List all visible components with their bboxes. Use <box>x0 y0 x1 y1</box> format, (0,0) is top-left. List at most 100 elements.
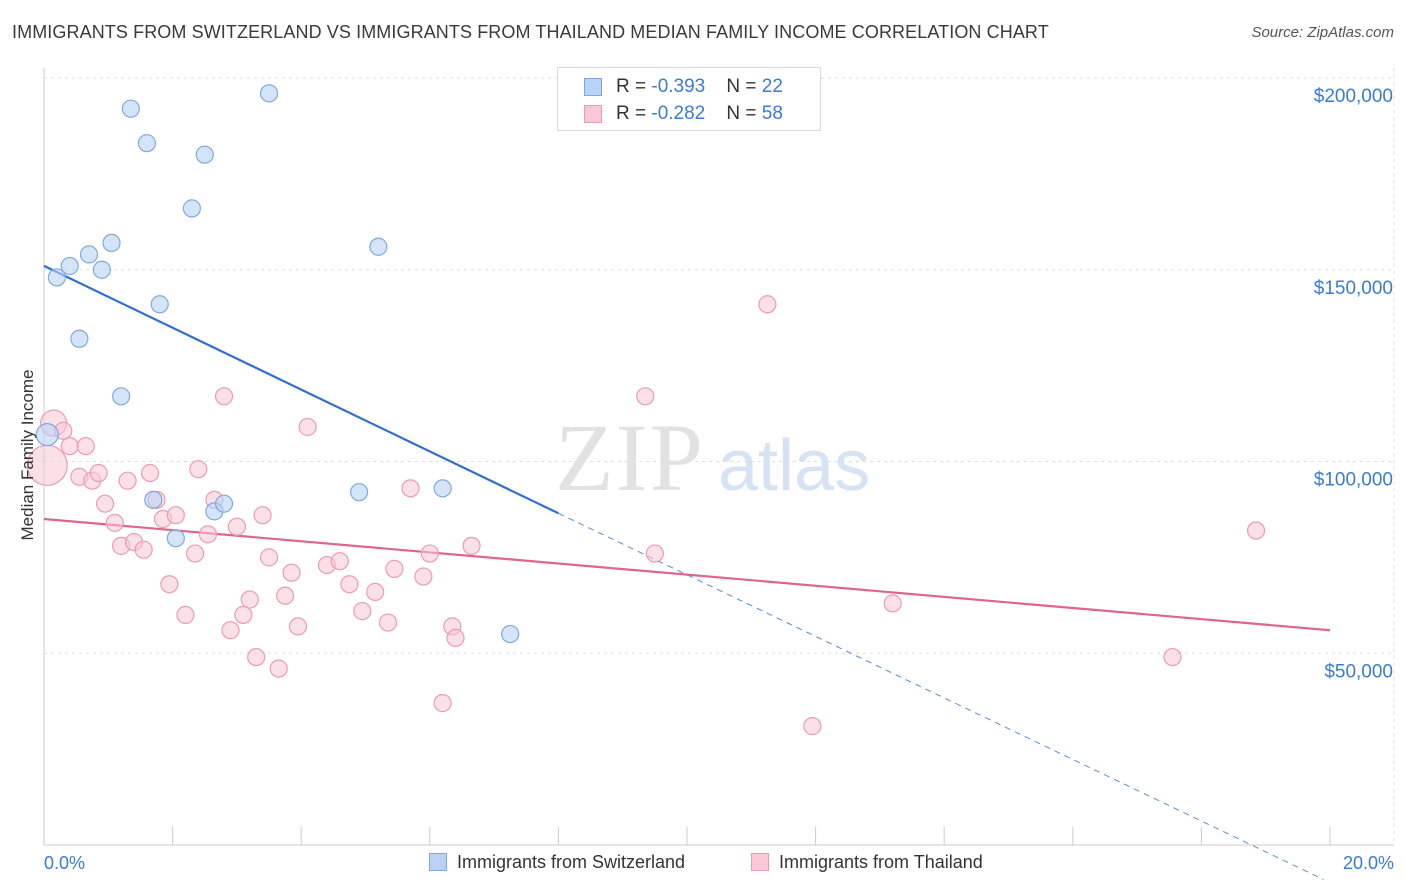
point-switzerland <box>349 483 369 502</box>
tick-labels: $50,000 $100,000 $150,000 $200,000 0.0% 20.0% <box>44 86 1394 873</box>
legend-label-switzerland: Immigrants from Switzerland <box>457 852 686 872</box>
stats-row-thailand: R = -0.282 N = 58 <box>558 101 820 129</box>
point-thailand <box>288 617 308 636</box>
point-thailand <box>1246 521 1266 540</box>
point-thailand <box>259 548 279 567</box>
point-thailand <box>198 525 218 544</box>
point-thailand <box>340 575 359 594</box>
n-value-switzerland: 22 <box>761 76 783 97</box>
point-thailand <box>353 601 372 621</box>
point-thailand <box>803 717 822 736</box>
point-thailand <box>176 605 195 625</box>
source-label: Source: ZipAtlas.com <box>1251 24 1394 41</box>
point-thailand <box>234 605 253 625</box>
point-thailand <box>636 387 655 406</box>
point-thailand <box>186 544 205 563</box>
point-thailand <box>134 540 153 559</box>
point-thailand <box>420 544 439 563</box>
point-thailand <box>401 479 420 498</box>
n-value-thailand: 58 <box>761 103 783 124</box>
point-switzerland <box>79 245 99 264</box>
stats-row-switzerland: R = -0.393 N = 22 <box>558 74 820 102</box>
point-switzerland <box>259 84 279 103</box>
point-thailand <box>269 659 288 678</box>
y-tick-label: $200,000 <box>1314 86 1393 107</box>
r-value-thailand: -0.282 <box>651 103 706 124</box>
r-label: R = <box>616 76 652 97</box>
point-switzerland <box>166 529 185 548</box>
trend-extension-switzerland <box>558 512 1324 880</box>
point-thailand <box>883 594 902 613</box>
point-thailand <box>414 567 433 586</box>
trend-line-thailand <box>43 517 1331 632</box>
y-axis-label: Median Family Income <box>18 369 37 540</box>
n-label: N = <box>726 103 762 124</box>
chart-title: IMMIGRANTS FROM SWITZERLAND VS IMMIGRANT… <box>12 22 1049 42</box>
n-label: N = <box>726 76 762 97</box>
point-switzerland <box>47 268 66 287</box>
point-thailand <box>282 563 301 582</box>
point-thailand <box>366 582 385 601</box>
point-switzerland <box>369 237 388 256</box>
x-tick-label: 20.0% <box>1343 853 1394 873</box>
point-switzerland <box>121 99 140 118</box>
point-switzerland <box>102 233 121 253</box>
point-switzerland <box>214 494 234 513</box>
point-thailand <box>105 513 124 532</box>
point-switzerland <box>501 624 520 644</box>
point-switzerland <box>35 423 59 447</box>
point-thailand <box>276 586 295 605</box>
point-thailand <box>758 295 777 314</box>
point-switzerland <box>70 329 89 348</box>
point-thailand <box>214 387 234 406</box>
point-thailand <box>330 552 349 571</box>
point-switzerland <box>92 260 111 279</box>
point-thailand <box>645 544 664 563</box>
legend-label-thailand: Immigrants from Thailand <box>779 852 983 872</box>
trend-lines-thailand <box>43 517 1331 632</box>
point-thailand <box>240 590 259 609</box>
point-thailand <box>160 575 179 594</box>
point-thailand <box>227 517 246 536</box>
point-switzerland <box>150 295 169 314</box>
legend-swatch-thailand <box>584 105 602 123</box>
point-thailand <box>76 437 95 456</box>
point-thailand <box>189 460 208 479</box>
watermark-zip: ZIP <box>555 404 705 511</box>
y-tick-label: $150,000 <box>1314 278 1393 299</box>
y-tick-label: $100,000 <box>1314 470 1393 491</box>
point-switzerland <box>195 145 214 164</box>
point-thailand <box>60 437 79 456</box>
legend-item-switzerland: Immigrants from Switzerland <box>429 852 685 873</box>
r-value-switzerland: -0.393 <box>651 76 706 97</box>
point-thailand <box>118 471 137 490</box>
r-label: R = <box>616 103 652 124</box>
y-tick-label: $50,000 <box>1324 661 1393 682</box>
point-thailand <box>446 628 465 648</box>
point-thailand <box>95 494 115 513</box>
watermark-atlas: atlas <box>718 426 870 506</box>
point-switzerland <box>433 479 452 498</box>
point-thailand <box>166 506 185 525</box>
point-thailand <box>385 559 404 578</box>
point-switzerland <box>112 387 131 406</box>
trend-line-switzerland <box>43 264 559 515</box>
stats-legend: R = -0.393 N = 22 R = -0.282 N = 58 <box>557 67 821 131</box>
points-thailand <box>26 295 1266 736</box>
watermark: ZIP atlas <box>555 404 870 511</box>
point-thailand <box>89 463 108 483</box>
trend-lines-switzerland <box>43 264 1324 880</box>
point-thailand <box>140 463 160 483</box>
point-thailand <box>221 621 240 640</box>
point-thailand <box>253 506 272 525</box>
legend-swatch-switzerland <box>429 853 447 871</box>
point-thailand <box>298 417 317 437</box>
point-thailand <box>378 613 398 632</box>
points-switzerland <box>35 84 520 644</box>
point-thailand <box>247 647 266 667</box>
point-thailand <box>462 536 481 555</box>
point-switzerland <box>144 490 163 509</box>
legend-swatch-switzerland <box>584 78 602 96</box>
point-switzerland <box>60 256 79 276</box>
